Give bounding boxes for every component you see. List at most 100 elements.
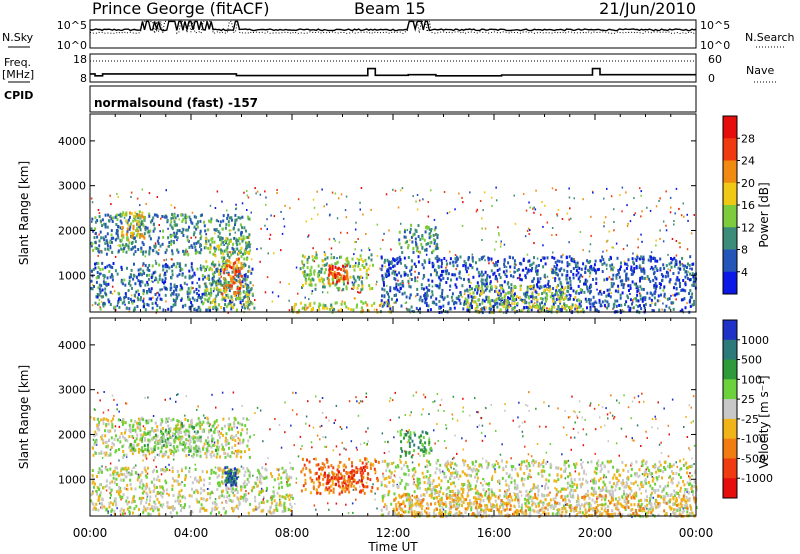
echo-cell [551,305,554,309]
echo-cell [203,429,205,433]
echo-cell [463,293,466,296]
echo-cell [231,246,234,250]
echo-cell [319,400,321,403]
echo-cell [636,256,639,260]
echo-cell [180,435,183,439]
echo-cell [445,424,447,427]
echo-cell [474,309,477,313]
echo-cell [235,449,238,453]
echo-cell [97,286,100,290]
echo-cell [364,258,367,262]
echo-cell [641,257,644,261]
echo-cell [678,207,680,210]
echo-cell [138,282,141,286]
echo-cell [631,257,634,261]
echo-cell [173,218,175,221]
echo-cell [544,204,546,207]
echo-cell [424,230,427,234]
echo-cell [415,295,417,298]
echo-cell [204,282,207,286]
echo-cell [279,498,281,501]
echo-cell [228,242,231,246]
echo-cell [153,459,155,462]
echo-cell [508,290,511,294]
echo-cell [176,262,179,265]
echo-cell [670,265,673,269]
echo-cell [649,304,652,307]
echo-cell [201,292,204,296]
echo-cell [128,435,131,439]
echo-cell [240,266,242,270]
echo-cell [403,235,406,239]
echo-cell [484,284,487,288]
echo-cell [177,448,180,452]
echo-cell [245,241,248,245]
echo-cell [185,228,188,232]
echo-cell [501,443,503,446]
echo-cell [360,288,363,292]
echo-cell [469,288,471,292]
echo-cell [549,491,551,494]
echo-cell [410,411,412,414]
echo-cell [562,291,565,295]
echo-cell [627,406,630,409]
echo-cell [436,284,439,288]
echo-cell [523,306,526,309]
echo-cell [177,250,180,254]
echo-cell [190,286,193,290]
echo-cell [586,287,589,291]
echo-cell [221,268,224,271]
echo-cell [431,261,434,265]
echo-cell [333,270,336,274]
echo-cell [432,233,435,237]
echo-cell [221,292,224,296]
echo-cell [693,276,696,280]
echo-cell [462,406,464,409]
colorbar-segment [723,160,737,184]
echo-cell [121,226,124,230]
echo-cell [296,413,298,416]
echo-cell [370,253,373,257]
echo-cell [125,402,127,405]
echo-cell [145,202,147,205]
echo-cell [437,285,440,289]
echo-cell [548,285,551,288]
echo-cell [490,257,493,261]
echo-cell [232,306,235,309]
echo-cell [622,283,625,287]
echo-cell [220,275,223,278]
echo-cell [580,458,582,461]
echo-cell [307,306,309,309]
echo-cell [123,437,126,440]
echo-cell [124,428,127,432]
echo-cell [431,301,434,305]
echo-cell [389,419,392,422]
echo-cell [148,252,151,256]
echo-cell [680,298,683,302]
echo-cell [644,302,647,306]
echo-cell [527,309,530,313]
echo-cell [528,305,531,309]
echo-cell [667,253,669,256]
echo-cell [623,260,626,263]
echo-cell [127,297,130,300]
echo-cell [215,283,218,287]
echo-cell [148,269,151,272]
echo-cell [195,449,197,453]
echo-cell [231,435,234,439]
echo-cell [101,218,104,222]
echo-cell [446,294,449,298]
echo-cell [208,278,211,281]
echo-cell [568,241,570,244]
echo-cell [469,264,472,268]
echo-cell [427,308,430,312]
echo-cell [330,303,333,307]
echo-cell [210,445,213,449]
echo-cell [600,426,602,429]
echo-cell [207,436,209,440]
echo-cell [498,234,500,237]
echo-cell [265,490,268,492]
echo-cell [535,305,537,309]
echo-cell [192,452,195,456]
echo-cell [363,442,366,444]
